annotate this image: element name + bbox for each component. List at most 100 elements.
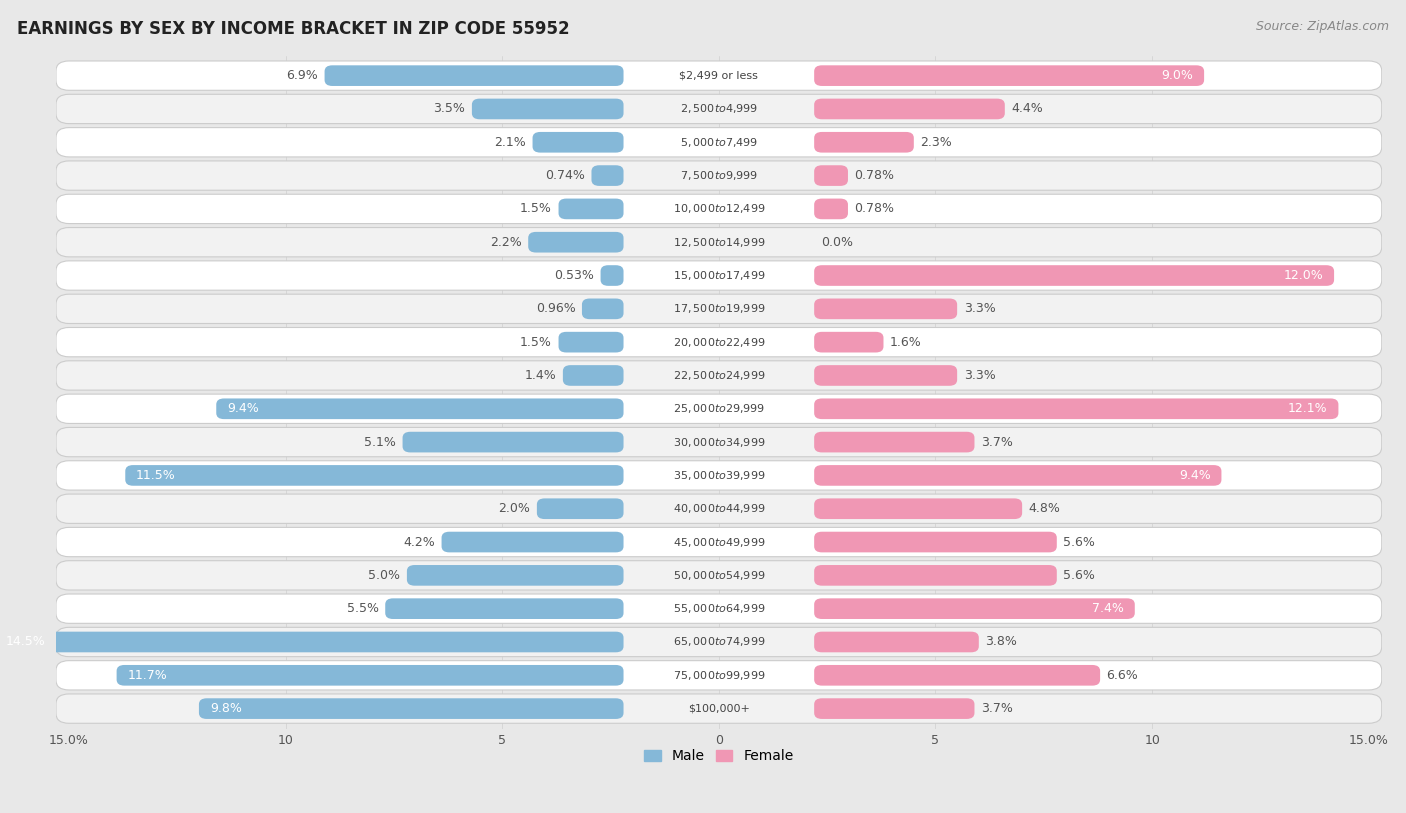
Text: 9.0%: 9.0% [1161,69,1194,82]
Text: 0.78%: 0.78% [855,202,894,215]
Text: 9.8%: 9.8% [209,702,242,715]
FancyBboxPatch shape [56,628,1382,657]
FancyBboxPatch shape [814,65,1204,86]
FancyBboxPatch shape [814,532,1057,552]
FancyBboxPatch shape [558,332,623,353]
Text: $25,000 to $29,999: $25,000 to $29,999 [672,402,765,415]
FancyBboxPatch shape [117,665,623,685]
Text: 3.7%: 3.7% [981,436,1012,449]
Text: 14.5%: 14.5% [6,636,46,649]
FancyBboxPatch shape [537,498,623,519]
Text: $65,000 to $74,999: $65,000 to $74,999 [672,636,765,649]
Text: $75,000 to $99,999: $75,000 to $99,999 [672,669,765,682]
Text: 1.6%: 1.6% [890,336,922,349]
Text: 3.3%: 3.3% [963,369,995,382]
Text: $35,000 to $39,999: $35,000 to $39,999 [672,469,765,482]
FancyBboxPatch shape [56,461,1382,490]
Text: 5.5%: 5.5% [347,602,378,615]
FancyBboxPatch shape [56,228,1382,257]
FancyBboxPatch shape [56,528,1382,557]
FancyBboxPatch shape [814,698,974,719]
Text: $100,000+: $100,000+ [688,703,749,714]
Text: 0.96%: 0.96% [536,302,575,315]
Text: $30,000 to $34,999: $30,000 to $34,999 [672,436,765,449]
Text: $40,000 to $44,999: $40,000 to $44,999 [672,502,765,515]
Text: 1.5%: 1.5% [520,336,553,349]
FancyBboxPatch shape [814,465,1222,485]
FancyBboxPatch shape [406,565,623,585]
Text: 0.74%: 0.74% [546,169,585,182]
Text: 11.5%: 11.5% [136,469,176,482]
FancyBboxPatch shape [529,232,623,253]
FancyBboxPatch shape [814,632,979,652]
FancyBboxPatch shape [402,432,623,452]
Text: 4.8%: 4.8% [1029,502,1060,515]
FancyBboxPatch shape [56,94,1382,124]
FancyBboxPatch shape [56,394,1382,424]
FancyBboxPatch shape [56,161,1382,190]
Text: $50,000 to $54,999: $50,000 to $54,999 [672,569,765,582]
FancyBboxPatch shape [56,594,1382,624]
Text: $45,000 to $49,999: $45,000 to $49,999 [672,536,765,549]
FancyBboxPatch shape [814,665,1099,685]
FancyBboxPatch shape [814,132,914,153]
Text: Source: ZipAtlas.com: Source: ZipAtlas.com [1256,20,1389,33]
FancyBboxPatch shape [56,61,1382,90]
Text: 0.53%: 0.53% [554,269,595,282]
FancyBboxPatch shape [592,165,623,186]
Text: $22,500 to $24,999: $22,500 to $24,999 [672,369,765,382]
FancyBboxPatch shape [814,565,1057,585]
Text: $55,000 to $64,999: $55,000 to $64,999 [672,602,765,615]
Text: 1.5%: 1.5% [520,202,553,215]
Text: 3.7%: 3.7% [981,702,1012,715]
Text: 5.6%: 5.6% [1063,536,1095,549]
Text: 11.7%: 11.7% [128,669,167,682]
FancyBboxPatch shape [814,98,1005,120]
FancyBboxPatch shape [56,661,1382,690]
FancyBboxPatch shape [814,165,848,186]
Text: 2.1%: 2.1% [495,136,526,149]
FancyBboxPatch shape [125,465,623,485]
Text: 5.0%: 5.0% [368,569,401,582]
Text: 9.4%: 9.4% [228,402,259,415]
Text: 7.4%: 7.4% [1092,602,1123,615]
FancyBboxPatch shape [814,598,1135,619]
FancyBboxPatch shape [385,598,623,619]
FancyBboxPatch shape [814,432,974,452]
FancyBboxPatch shape [56,494,1382,524]
FancyBboxPatch shape [582,298,623,320]
Text: 2.0%: 2.0% [499,502,530,515]
Text: 3.8%: 3.8% [986,636,1017,649]
Text: 2.2%: 2.2% [489,236,522,249]
FancyBboxPatch shape [325,65,623,86]
FancyBboxPatch shape [56,328,1382,357]
Text: 12.1%: 12.1% [1288,402,1327,415]
Text: $20,000 to $22,499: $20,000 to $22,499 [672,336,765,349]
FancyBboxPatch shape [814,365,957,386]
Text: 12.0%: 12.0% [1284,269,1323,282]
FancyBboxPatch shape [562,365,623,386]
Text: 3.3%: 3.3% [963,302,995,315]
Text: 0.0%: 0.0% [821,236,852,249]
FancyBboxPatch shape [814,398,1339,420]
Text: 3.5%: 3.5% [433,102,465,115]
Text: $7,500 to $9,999: $7,500 to $9,999 [679,169,758,182]
FancyBboxPatch shape [814,265,1334,286]
FancyBboxPatch shape [814,332,883,353]
Text: 0.78%: 0.78% [855,169,894,182]
Text: $10,000 to $12,499: $10,000 to $12,499 [672,202,765,215]
FancyBboxPatch shape [472,98,623,120]
Text: $2,499 or less: $2,499 or less [679,71,758,80]
FancyBboxPatch shape [56,294,1382,324]
FancyBboxPatch shape [217,398,623,420]
FancyBboxPatch shape [814,498,1022,519]
FancyBboxPatch shape [56,561,1382,590]
FancyBboxPatch shape [814,198,848,220]
FancyBboxPatch shape [533,132,623,153]
FancyBboxPatch shape [56,261,1382,290]
Text: 9.4%: 9.4% [1178,469,1211,482]
Text: $15,000 to $17,499: $15,000 to $17,499 [672,269,765,282]
Text: 6.6%: 6.6% [1107,669,1139,682]
Text: 5.1%: 5.1% [364,436,396,449]
Text: 2.3%: 2.3% [921,136,952,149]
